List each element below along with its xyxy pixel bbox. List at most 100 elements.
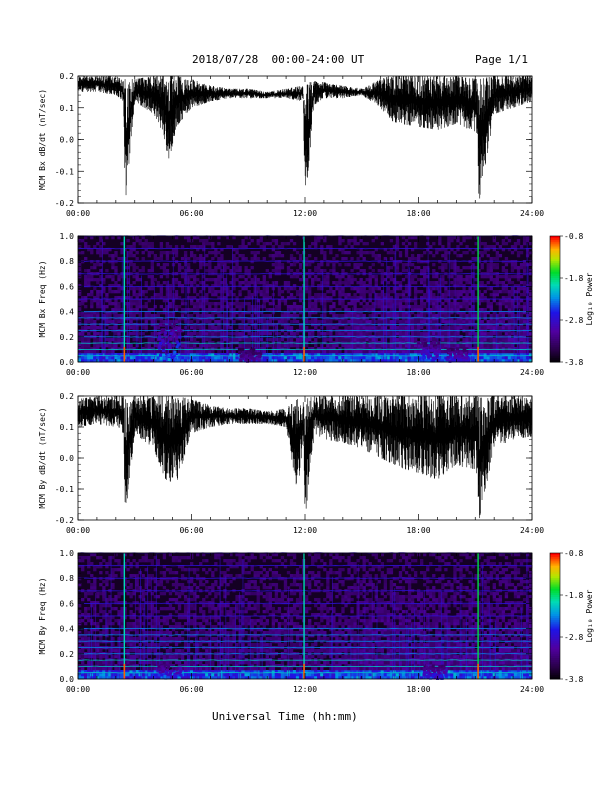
spectrogram-cell [180,257,185,261]
spectrogram-cell [495,344,500,348]
spectrogram-cell [374,353,378,357]
spectrogram-cell [480,359,484,363]
spectrogram-cell [235,332,239,336]
spectrogram-cell [386,281,391,285]
spectrogram-cell [305,356,309,360]
spectrogram-cell [386,350,391,354]
spectrogram-cell [90,236,94,240]
spectrogram-cell [84,320,88,324]
spectrogram-cell [123,266,127,270]
spectrogram-cell [441,308,445,312]
spectrogram-cell [368,356,372,360]
spectrogram-cell [123,248,127,252]
spectrogram-cell [129,287,133,291]
spectrogram-cell [265,269,269,273]
spectrogram-cell [344,344,348,348]
spectrogram-cell [78,311,82,315]
burst-cell [434,348,438,352]
spectrogram-cell [483,245,487,249]
spectrogram-cell [480,299,484,303]
spectrogram-cell [81,655,85,659]
spectrogram-cell [144,296,148,300]
spectrogram-cell [111,326,115,330]
spectrogram-cell [474,353,478,357]
spectrogram-cell [365,332,369,336]
spectrogram-cell [308,359,312,363]
spectrogram-cell [96,353,100,357]
spectrogram-cell [141,350,145,354]
spectrogram-cell [504,305,509,309]
spectrogram-cell [383,317,388,321]
spectrogram-cell [335,323,339,327]
spectrogram-cell [501,323,506,327]
spectrogram-cell [223,353,227,357]
spectrogram-cell [504,341,509,345]
spectrogram-cell [150,251,154,255]
spectrogram-cell [398,353,403,357]
spectrogram-cell [277,254,282,258]
spectrogram-cell [217,323,221,327]
spectrogram-cell [196,353,200,357]
spectrogram-cell [444,281,448,285]
spectrogram-cell [323,320,327,324]
spectrogram-cell [441,350,445,354]
spectrogram-cell [208,263,212,267]
spectrogram-cell [78,673,82,677]
spectrogram-cell [429,245,433,249]
spectrogram-cell [401,296,406,300]
spectrogram-cell [356,320,360,324]
spectrogram-cell [93,622,97,626]
spectrogram-cell [441,359,445,363]
spectrogram-cell [168,293,173,297]
spectrogram-cell [244,287,248,291]
spectrogram-cell [522,338,527,342]
spectrogram-cell [256,350,260,354]
spectrogram-cell [147,242,151,246]
spectrogram-cell [235,263,239,267]
spectrogram-cell [135,278,139,282]
spectrogram-cell [199,332,203,336]
spectrogram-cell [320,344,324,348]
spectrogram-cell [102,667,106,671]
spectrogram-cell [341,344,345,348]
spectrogram-cell [323,296,327,300]
spectrogram-cell [380,353,384,357]
spectrogram-cell [474,344,478,348]
spectrogram-cell [444,320,448,324]
spectrogram-cell [226,356,230,360]
spectrogram-cell [102,664,106,668]
spectrogram-cell [498,338,503,342]
spectrogram-cell [99,649,103,653]
spectrogram-cell [465,347,469,351]
spectrogram-cell [193,290,197,294]
spectrogram-cell [314,293,318,297]
spectrogram-cell [389,359,394,363]
spectrogram-cell [217,353,221,357]
harmonic-line [77,247,533,250]
spectrogram-cell [78,245,82,249]
spectrogram-cell [214,308,218,312]
spectrogram-cell [347,308,351,312]
spectrogram-cell [522,347,527,351]
spectrogram-cell [471,314,475,318]
spectrogram-cell [211,308,215,312]
spectrogram-cell [238,326,242,330]
spectrogram-cell [513,317,518,321]
spectrogram-cell [362,338,366,342]
burst-cell [171,334,175,338]
spectrogram-cell [78,583,82,587]
spectrogram-cell [84,314,88,318]
spectrogram-cell [320,296,324,300]
spectrogram-cell [199,326,203,330]
spectrogram-cell [338,299,342,303]
spectrogram-cell [468,296,472,300]
spectrogram-cell [504,350,509,354]
spectrogram-cell [374,350,378,354]
spectrogram-cell [138,305,142,309]
spectrogram-cell [386,311,391,315]
spectrogram-cell [362,290,366,294]
spectrogram-cell [235,278,239,282]
spectrogram-cell [262,281,266,285]
spectrogram-cell [99,604,103,608]
spectrogram-cell [492,245,496,249]
